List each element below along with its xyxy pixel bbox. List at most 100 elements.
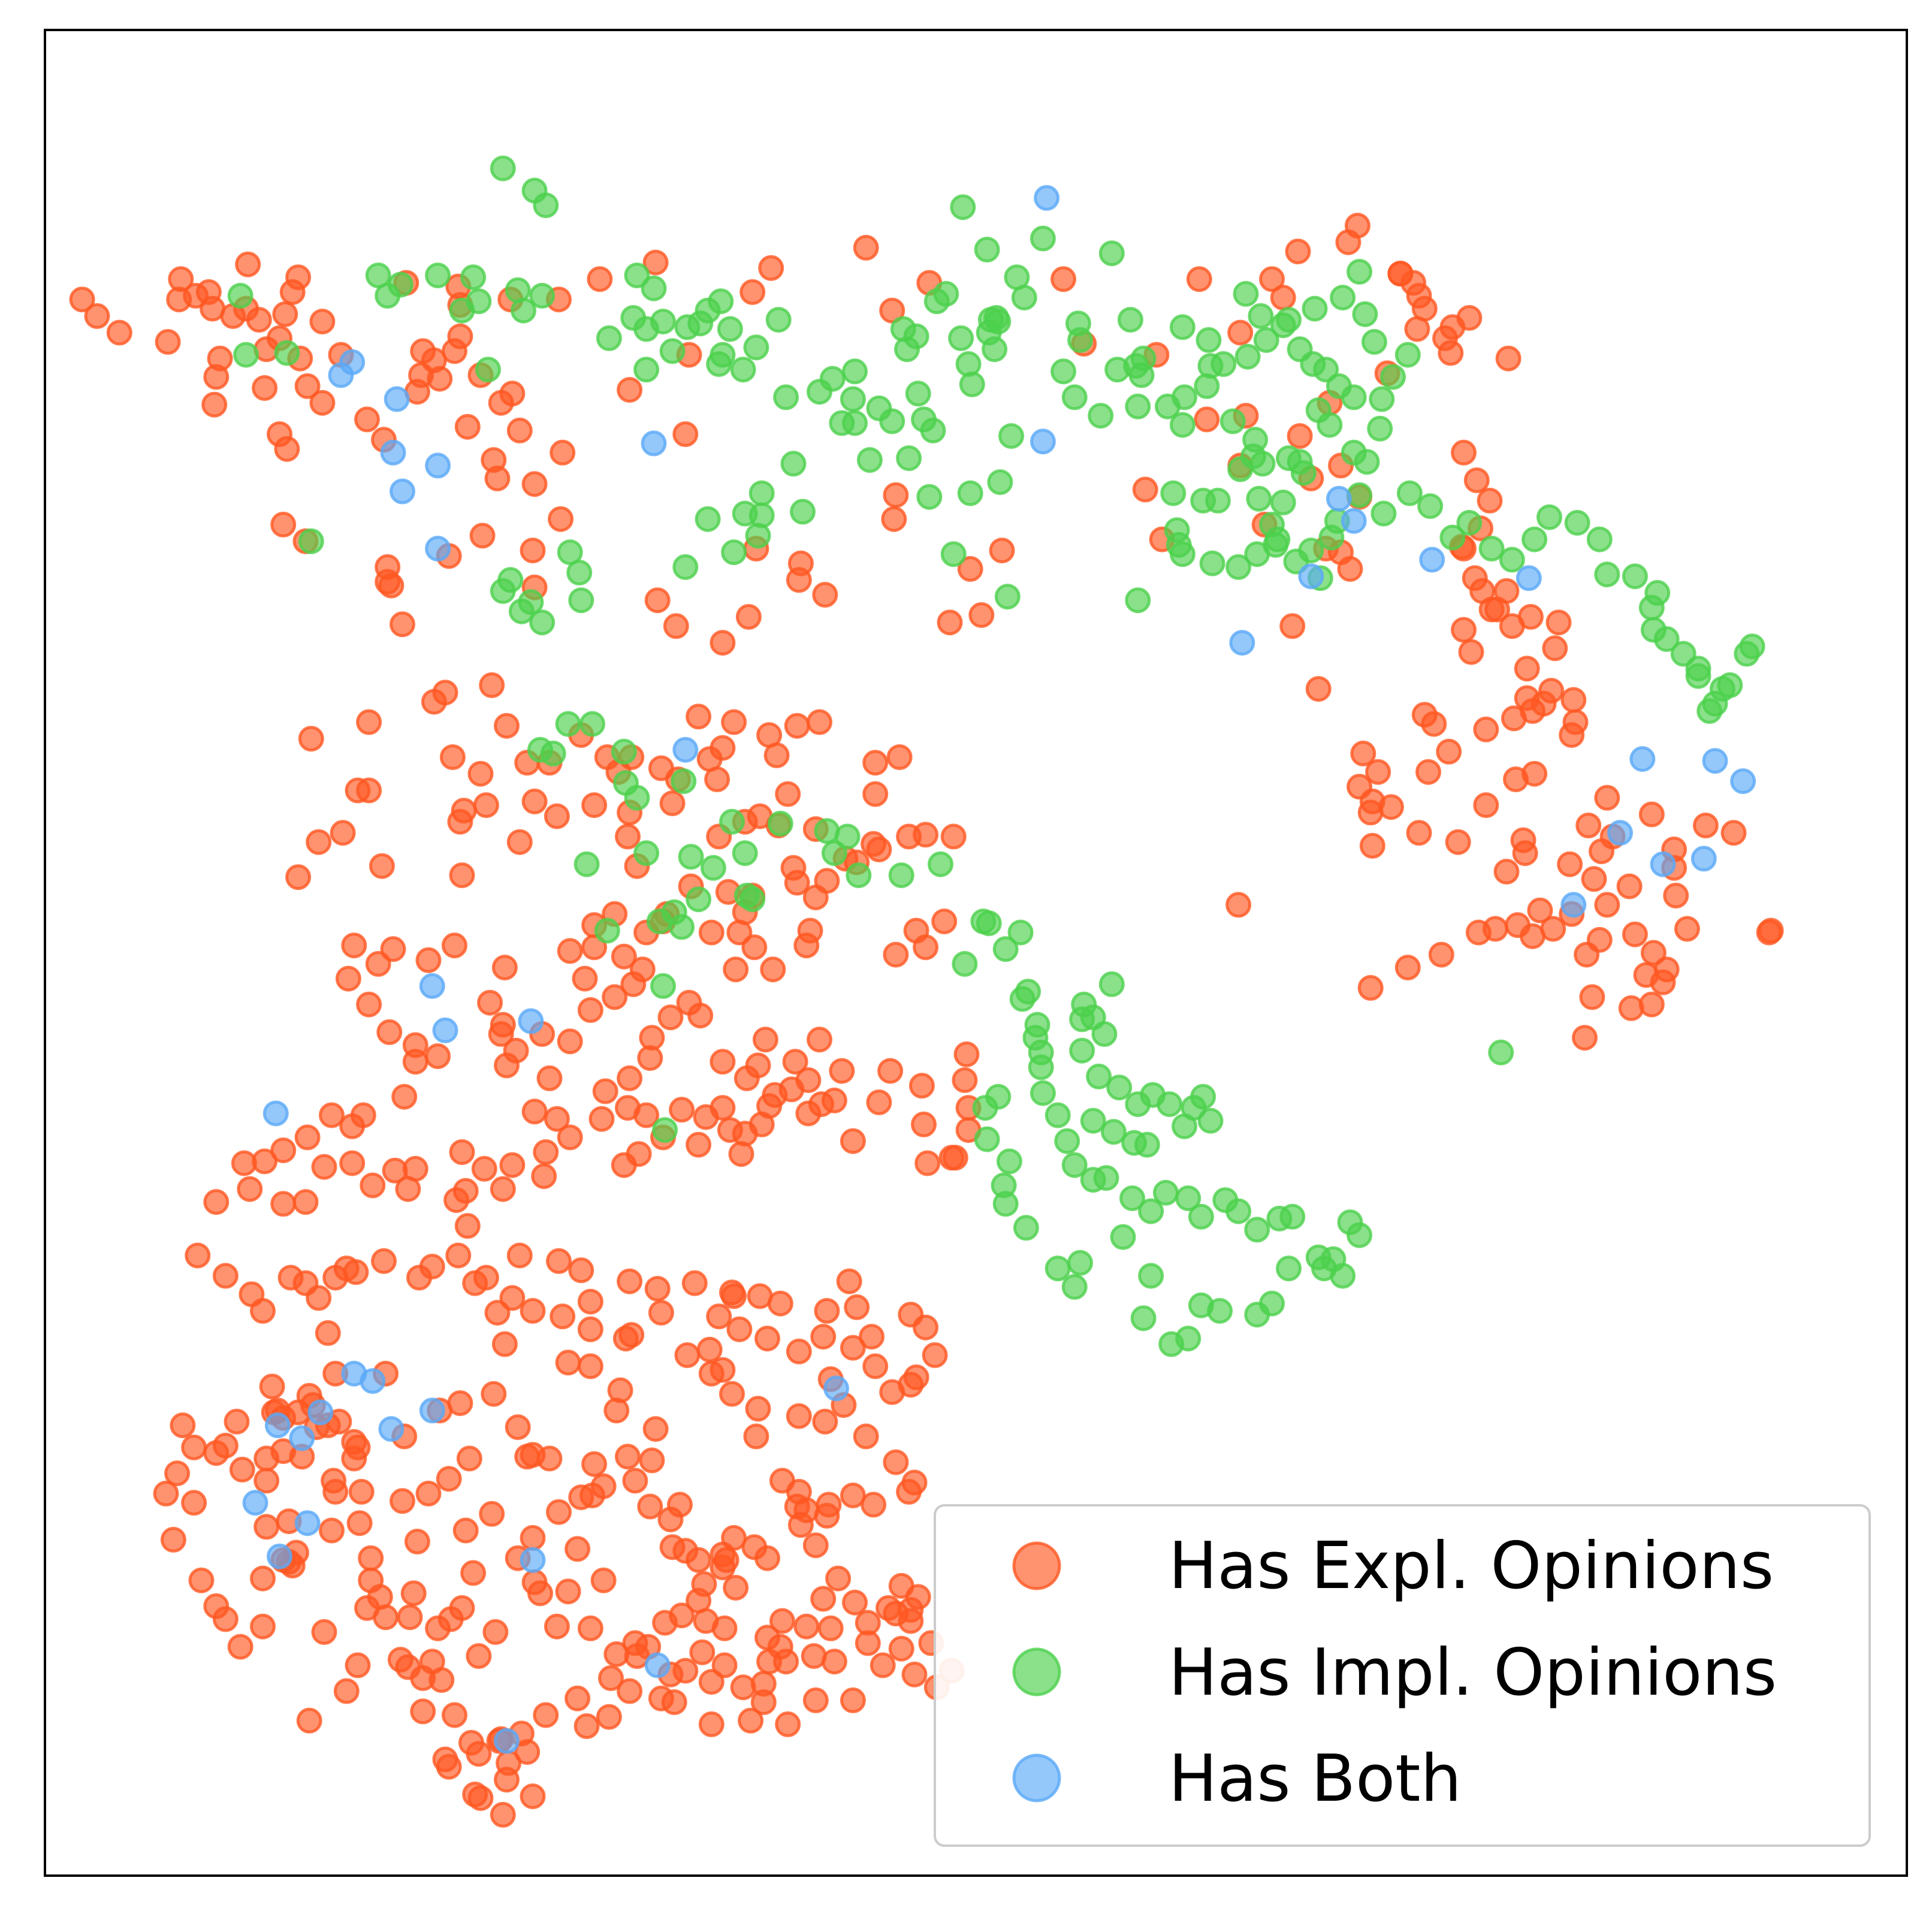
scatter-points <box>69 155 1784 1828</box>
data-point-expl <box>913 822 939 848</box>
data-point-expl <box>188 1567 215 1593</box>
data-point-expl <box>1622 921 1648 947</box>
data-point-expl <box>371 1248 397 1274</box>
data-point-expl <box>1194 406 1220 433</box>
data-point-impl <box>739 886 766 913</box>
data-point-impl <box>1086 1063 1112 1089</box>
data-point-expl <box>612 1326 639 1352</box>
data-point-expl <box>1594 784 1620 811</box>
data-point-impl <box>1219 408 1246 434</box>
data-point-expl <box>294 373 321 399</box>
data-point-expl <box>793 1497 820 1523</box>
data-point-expl <box>1557 851 1583 877</box>
data-point-expl <box>449 862 475 889</box>
data-point-expl <box>231 1150 257 1176</box>
data-point-impl <box>1022 1025 1049 1051</box>
data-point-expl <box>555 1350 581 1376</box>
data-point-impl <box>1093 1165 1119 1191</box>
data-point-impl <box>1536 504 1562 530</box>
data-point-expl <box>419 1254 445 1280</box>
data-point-both <box>1560 892 1587 918</box>
data-point-impl <box>490 155 516 182</box>
data-point-expl <box>807 1027 832 1053</box>
data-point-expl <box>842 1589 868 1616</box>
data-point-expl <box>1663 883 1689 908</box>
data-point-expl <box>462 1270 488 1296</box>
data-point-impl <box>888 862 914 889</box>
data-point-impl <box>1330 285 1356 311</box>
data-point-expl <box>793 1613 820 1640</box>
data-point-impl <box>1169 314 1196 340</box>
data-point-expl <box>484 1300 511 1326</box>
data-point-expl <box>274 436 300 462</box>
data-point-expl <box>953 1041 980 1067</box>
data-point-expl <box>354 406 380 433</box>
data-point-expl <box>596 1704 622 1730</box>
data-point-expl <box>306 1285 332 1311</box>
data-point-expl <box>786 1403 812 1429</box>
data-point-both <box>307 1399 334 1426</box>
data-point-impl <box>1276 1255 1302 1282</box>
data-point-impl <box>992 936 1019 962</box>
data-point-impl <box>1169 412 1196 438</box>
data-point-expl <box>1451 617 1477 643</box>
data-point-expl <box>711 1615 738 1641</box>
data-point-impl <box>1283 548 1309 575</box>
data-point-expl <box>592 1078 618 1104</box>
legend-marker-expl <box>1012 1541 1061 1590</box>
data-point-both <box>1341 508 1367 534</box>
data-point-expl <box>333 1678 360 1704</box>
data-point-expl <box>436 1753 462 1780</box>
data-point-expl <box>1344 213 1370 239</box>
data-point-impl <box>721 539 747 566</box>
data-point-expl <box>1562 709 1589 735</box>
data-point-impl <box>1061 1274 1088 1300</box>
data-point-expl <box>883 482 909 508</box>
data-point-expl <box>400 1580 427 1607</box>
data-point-impl <box>1594 561 1620 588</box>
data-point-expl <box>471 1155 497 1182</box>
data-point-impl <box>1155 393 1181 419</box>
data-point-impl <box>1244 1302 1270 1328</box>
data-point-expl <box>1463 467 1490 493</box>
data-point-expl <box>488 390 514 416</box>
data-point-expl <box>449 1139 475 1166</box>
data-point-expl <box>1394 955 1421 981</box>
data-point-expl <box>853 234 879 261</box>
data-point-expl <box>454 413 481 440</box>
data-point-impl <box>1367 415 1393 442</box>
data-point-impl <box>652 1117 678 1143</box>
data-point-both <box>267 1543 292 1569</box>
data-point-expl <box>491 1331 518 1357</box>
data-point-both <box>264 1412 291 1438</box>
data-point-expl <box>155 329 181 355</box>
data-point-expl <box>706 1303 732 1330</box>
data-point-expl <box>1270 285 1296 311</box>
data-point-impl <box>1125 587 1151 614</box>
data-point-expl <box>745 1052 771 1079</box>
data-point-expl <box>710 630 736 656</box>
data-point-impl <box>1172 1113 1197 1139</box>
data-point-expl <box>1186 266 1212 292</box>
data-point-impl <box>1067 1249 1093 1276</box>
data-point-expl <box>728 1141 754 1167</box>
data-point-expl <box>1285 239 1311 265</box>
data-point-impl <box>1160 480 1187 506</box>
data-point-expl <box>888 1635 914 1662</box>
data-point-expl <box>442 1702 467 1728</box>
data-point-both <box>641 430 667 457</box>
data-point-expl <box>520 1783 546 1810</box>
data-point-impl <box>1098 240 1125 267</box>
data-point-expl <box>801 1643 827 1669</box>
data-point-expl <box>741 1534 768 1560</box>
data-point-expl <box>84 303 110 329</box>
data-point-expl <box>1259 266 1285 292</box>
data-point-expl <box>829 1058 855 1084</box>
data-point-expl <box>617 1065 643 1091</box>
data-point-impl <box>719 808 745 835</box>
data-point-impl <box>1007 919 1034 946</box>
data-point-expl <box>1225 892 1252 918</box>
data-point-expl <box>754 1326 780 1352</box>
data-point-expl <box>590 1567 617 1593</box>
data-point-both <box>289 1425 315 1451</box>
